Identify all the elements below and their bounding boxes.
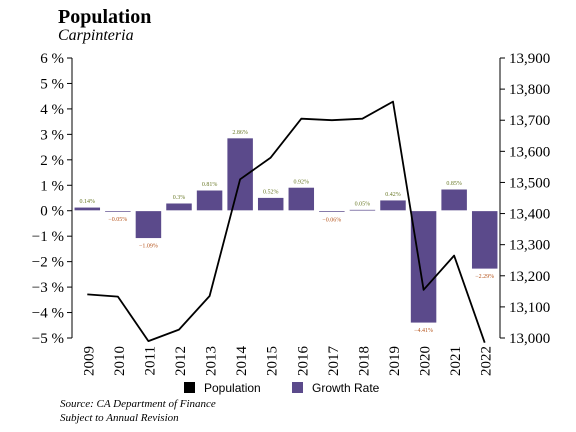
growth-data-label: 0.3% <box>173 195 186 201</box>
source-note: Source: CA Department of Finance <box>60 398 216 410</box>
y-right-tick-label: 13,000 <box>509 331 550 347</box>
x-tick-label: 2012 <box>173 346 189 376</box>
growth-bar <box>257 197 285 212</box>
growth-data-label: −0.05% <box>108 217 127 223</box>
y-left-tick-label: 6 % <box>40 51 64 67</box>
line-series <box>87 100 486 343</box>
growth-data-label: 0.05% <box>355 201 371 207</box>
x-tick-label: 2018 <box>356 346 372 376</box>
growth-data-label: 0.81% <box>202 182 218 188</box>
growth-bar <box>165 202 193 212</box>
y-left-tick-label: −3 % <box>32 280 64 296</box>
legend-swatch <box>292 382 303 393</box>
growth-data-label: 0.14% <box>80 199 96 205</box>
growth-bar <box>379 199 407 212</box>
y-left-tick-label: −5 % <box>32 331 64 347</box>
y-left-tick-label: 3 % <box>40 127 64 143</box>
x-tick-label: 2022 <box>479 346 495 376</box>
y-right-tick-label: 13,700 <box>509 113 550 129</box>
x-tick-label: 2020 <box>418 346 434 376</box>
growth-data-label: 0.42% <box>385 192 401 198</box>
y-left-tick-label: −4 % <box>32 306 64 322</box>
y-right-tick-label: 13,200 <box>509 269 550 285</box>
growth-bar <box>226 137 254 212</box>
population-line <box>87 100 486 343</box>
y-right-tick-label: 13,400 <box>509 207 550 223</box>
growth-data-label: 2.86% <box>232 130 248 136</box>
x-tick-label: 2009 <box>81 346 97 376</box>
y-right-tick-label: 13,600 <box>509 144 550 160</box>
growth-bar <box>287 186 315 212</box>
x-tick-label: 2011 <box>142 346 158 375</box>
y-left-tick-label: 5 % <box>40 76 64 92</box>
legend-swatch <box>184 382 195 393</box>
y-left-tick-label: 2 % <box>40 153 64 169</box>
y-left-tick-label: 0 % <box>40 204 64 220</box>
growth-data-label: −4.41% <box>414 328 433 334</box>
y-left-tick-label: 4 % <box>40 102 64 118</box>
y-left-tick-label: 1 % <box>40 178 64 194</box>
growth-data-label: 0.52% <box>263 189 279 195</box>
y-left-tick-label: −1 % <box>32 229 64 245</box>
x-tick-label: 2016 <box>295 346 311 377</box>
growth-bar <box>410 210 438 324</box>
growth-bar <box>134 210 162 239</box>
growth-bar <box>348 209 376 212</box>
x-tick-label: 2021 <box>448 346 464 376</box>
revision-note: Subject to Annual Revision <box>60 412 179 424</box>
legend-label: Population <box>204 381 261 395</box>
growth-data-label: 0.85% <box>446 181 462 187</box>
growth-bar <box>104 210 132 213</box>
x-tick-label: 2017 <box>326 346 342 377</box>
y-right-tick-label: 13,100 <box>509 300 550 316</box>
chart-subtitle: Carpinteria <box>58 27 134 44</box>
x-tick-label: 2013 <box>204 346 220 376</box>
growth-bar <box>73 206 101 212</box>
x-tick-label: 2015 <box>265 346 281 376</box>
growth-bar <box>318 210 346 213</box>
growth-data-label: −2.29% <box>475 274 494 280</box>
chart-axes: −5 % −4 % −3 % −2 % −1 % 0 % 1 % 2 % 3 % 4 % 5 % 6 … <box>32 51 550 376</box>
y-right-tick-label: 13,500 <box>509 175 550 191</box>
y-right-tick-label: 13,900 <box>509 51 550 67</box>
x-tick-label: 2010 <box>112 346 128 376</box>
growth-bar <box>440 188 468 212</box>
growth-data-label: 0.92% <box>294 179 310 185</box>
chart-title: Population <box>58 6 152 28</box>
y-left-tick-label: −2 % <box>32 255 64 271</box>
y-right-tick-label: 13,800 <box>509 82 550 98</box>
bar-series <box>73 137 499 324</box>
data-labels: 0.14% −0.05% −1.09% 0.3% 0.81% 2.86% 0.52% 0.92… <box>80 130 495 334</box>
y-right-tick-label: 13,300 <box>509 238 550 254</box>
x-tick-label: 2014 <box>234 346 250 377</box>
x-tick-label: 2019 <box>387 346 403 376</box>
growth-bar <box>471 210 499 270</box>
growth-bar <box>196 189 224 212</box>
legend-label: Growth Rate <box>312 381 380 395</box>
chart-legend: Population Growth Rate <box>184 381 380 395</box>
growth-data-label: −0.06% <box>322 217 341 223</box>
growth-data-label: −1.09% <box>139 243 158 249</box>
